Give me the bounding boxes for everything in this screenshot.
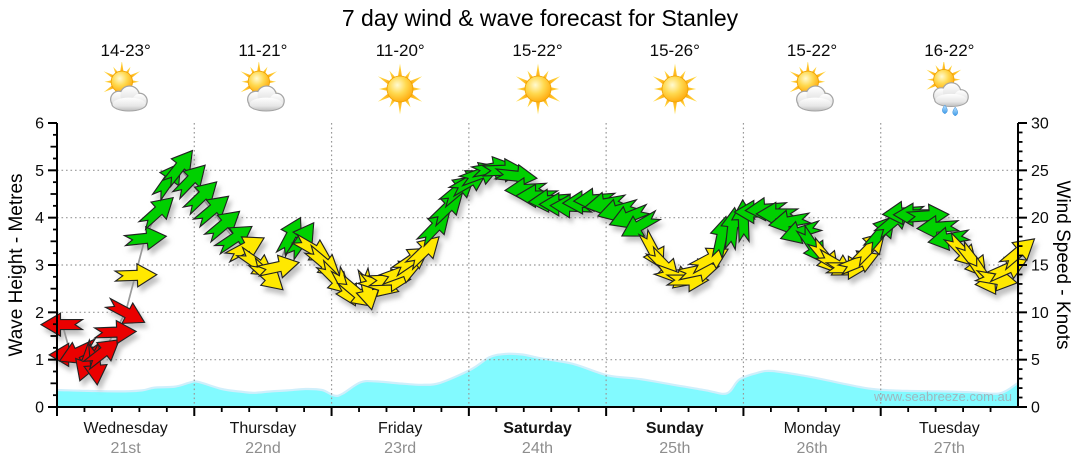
sun-cloud-rain-icon [926, 62, 970, 116]
day-forecast-tuesday: 16-22° [923, 41, 975, 116]
day-forecast-sunday: 15-26° [649, 41, 701, 116]
day-date: 22nd [245, 440, 281, 457]
wind-arrow [137, 196, 175, 231]
day-forecast-thursday: 11-21° [237, 41, 289, 116]
right-tick-label: 20 [1031, 210, 1049, 227]
left-tick-label: 3 [35, 258, 44, 275]
left-tick-label: 5 [35, 163, 44, 180]
day-label-monday: Monday 26th [784, 419, 841, 459]
day-label-wednesday: Wednesday 21st [84, 419, 168, 459]
right-tick-label: 30 [1031, 116, 1049, 133]
sun-icon [515, 63, 560, 115]
wind-arrow [779, 219, 824, 245]
sun-cloud-icon [103, 62, 148, 112]
wind-arrow [92, 319, 138, 345]
watermark: www.seabreeze.com.au [873, 389, 1012, 404]
day-forecast-friday: 11-20° [374, 41, 426, 116]
wind-arrow [122, 225, 168, 251]
day-label-thursday: Thursday 22nd [230, 419, 297, 459]
day-date: 21st [110, 440, 141, 457]
wind-arrow [103, 297, 146, 325]
right-tick-label: 0 [1031, 400, 1040, 417]
wave-height-area [57, 353, 1018, 407]
wind-arrow [113, 262, 158, 288]
right-tick-label: 5 [1031, 352, 1040, 369]
day-name: Tuesday [918, 420, 980, 437]
day-name: Thursday [229, 420, 297, 437]
wind-arrow [687, 247, 730, 275]
day-label-saturday: Saturday 24th [503, 419, 571, 459]
day-date: 23rd [384, 440, 417, 457]
day-name: Friday [377, 420, 423, 437]
day-label-sunday: Sunday 25th [646, 419, 704, 459]
sun-cloud-icon [240, 62, 285, 112]
wind-arrow [427, 192, 464, 228]
right-tick-label: 10 [1031, 305, 1049, 322]
day-date: 27th [933, 440, 965, 457]
wind-arrow [403, 235, 440, 271]
day-date: 26th [796, 440, 828, 457]
day-name: Sunday [645, 420, 704, 437]
sun-icon [652, 63, 697, 115]
wave-height-line [56, 352, 1019, 398]
sun-icon [378, 63, 423, 115]
wind-arrow [927, 226, 972, 252]
day-temperature-range: 15-22° [512, 41, 563, 60]
day-name: Wednesday [83, 420, 168, 437]
page-title: 7 day wind & wave forecast for Stanley [341, 5, 739, 31]
axis-ticks [48, 122, 1027, 416]
day-name: Saturday [503, 420, 572, 437]
day-forecast-monday: 15-22° [786, 41, 838, 116]
day-temperature-range: 15-22° [786, 41, 838, 60]
day-temperature-range: 11-21° [238, 41, 288, 60]
left-tick-label: 0 [35, 400, 44, 417]
left-tick-label: 6 [35, 116, 44, 133]
day-date: 24th [521, 440, 554, 457]
day-label-tuesday: Tuesday 27th [919, 419, 980, 459]
day-date: 25th [659, 440, 691, 457]
right-tick-label: 25 [1031, 163, 1049, 180]
wind-arrows [39, 149, 1036, 387]
axis-tick-labels: 0 1 2 3 4 5 6 0 5 10 15 20 25 30 [35, 116, 1049, 417]
day-temperature-range: 16-22° [924, 41, 975, 60]
left-tick-label: 4 [35, 210, 44, 227]
wind-arrow [620, 209, 663, 237]
wind-arrow [39, 312, 85, 338]
day-temperature-range: 11-20° [375, 41, 425, 60]
day-forecast-saturday: 15-22° [512, 41, 564, 116]
sun-cloud-icon [789, 62, 834, 112]
wind-arrow [255, 254, 301, 279]
day-temperature-range: 14-23° [100, 41, 151, 60]
wind-arrow [997, 238, 1036, 272]
left-tick-label: 1 [35, 352, 44, 369]
right-tick-label: 15 [1031, 258, 1049, 275]
day-temperature-range: 15-26° [649, 41, 700, 60]
day-name: Monday [783, 420, 841, 437]
left-tick-label: 2 [35, 305, 44, 322]
wind-arrow [81, 339, 121, 371]
day-label-friday: Friday 23rd [378, 419, 422, 459]
day-forecast-wednesday: 14-23° [100, 41, 152, 116]
